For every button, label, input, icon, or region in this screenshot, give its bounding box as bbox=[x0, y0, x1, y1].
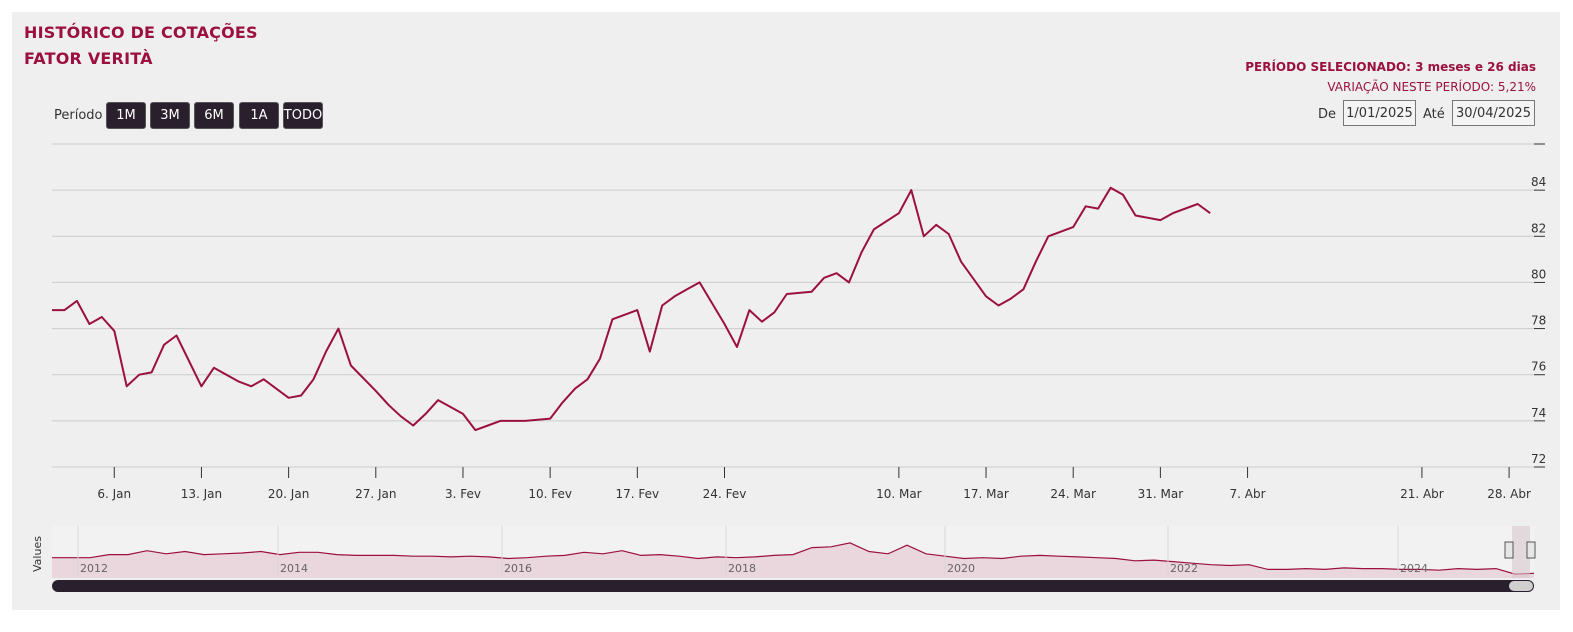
navigator: 2012 2014 2016 2018 2020 2022 2024 Values bbox=[31, 526, 1536, 578]
navigator-left-handle bbox=[1504, 541, 1514, 559]
date-from-label: De bbox=[1318, 107, 1337, 122]
navigator-selected-range bbox=[1512, 526, 1530, 578]
x-tick-label: 7. Abr bbox=[1230, 487, 1266, 501]
navigator-line bbox=[52, 542, 1535, 575]
y-tick-label: 82 bbox=[1531, 221, 1546, 235]
navigator-year-label: 2012 bbox=[80, 562, 108, 575]
range-button-6m[interactable]: 6M bbox=[194, 102, 234, 129]
chart-title: HISTÓRICO DE COTAÇÕES bbox=[24, 23, 258, 42]
range-selector-label: Período bbox=[54, 108, 103, 123]
y-tick-label: 72 bbox=[1531, 452, 1546, 466]
y-tick-label: 80 bbox=[1531, 267, 1546, 281]
navigator-year-label: 2024 bbox=[1400, 562, 1428, 575]
navigator-axis-title: Values bbox=[31, 536, 44, 572]
range-button-todo[interactable]: TODO bbox=[283, 102, 323, 129]
date-to-label: Até bbox=[1423, 107, 1445, 122]
y-tick-label: 76 bbox=[1531, 360, 1546, 374]
date-from-input[interactable]: 1/01/2025 bbox=[1343, 100, 1416, 126]
navigator-right-handle bbox=[1526, 541, 1536, 559]
navigator-years: 2012 2014 2016 2018 2020 2022 2024 bbox=[77, 526, 1428, 578]
price-chart: 72 74 76 78 80 82 84 6. Jan 13. Jan 20. Jan 27. J… bbox=[31, 143, 1546, 592]
chart-subtitle: FATOR VERITÀ bbox=[24, 49, 153, 68]
x-tick-label: 20. Jan bbox=[268, 487, 309, 501]
x-tick-label: 27. Jan bbox=[355, 487, 396, 501]
x-tick-label: 31. Mar bbox=[1138, 487, 1184, 501]
range-button-3m[interactable]: 3M bbox=[150, 102, 190, 129]
navigator-area bbox=[52, 542, 1534, 578]
navigator-year-label: 2014 bbox=[280, 562, 308, 575]
price-series-line bbox=[52, 186, 1211, 432]
navigator-year-label: 2022 bbox=[1170, 562, 1198, 575]
x-tick-label: 3. Fev bbox=[445, 487, 481, 501]
y-axis: 72 74 76 78 80 82 84 bbox=[1531, 143, 1546, 468]
x-tick-label: 17. Fev bbox=[616, 487, 660, 501]
y-tick-label: 74 bbox=[1531, 406, 1546, 420]
y-tick-label: 84 bbox=[1531, 175, 1546, 189]
x-tick-label: 28. Abr bbox=[1487, 487, 1531, 501]
date-to-input[interactable]: 30/04/2025 bbox=[1452, 100, 1535, 126]
x-tick-label: 21. Abr bbox=[1400, 487, 1444, 501]
y-tick-label: 78 bbox=[1531, 314, 1546, 328]
range-button-1m[interactable]: 1M bbox=[106, 102, 146, 129]
x-tick-label: 13. Jan bbox=[181, 487, 222, 501]
period-variation-text: VARIAÇÃO NESTE PERÍODO: 5,21% bbox=[1327, 80, 1536, 94]
x-tick-label: 10. Fev bbox=[528, 487, 572, 501]
chart-grid bbox=[52, 143, 1534, 468]
x-tick-label: 17. Mar bbox=[963, 487, 1009, 501]
scrollbar-thumb bbox=[1509, 581, 1533, 591]
scrollbar-track bbox=[52, 580, 1534, 592]
x-tick-label: 24. Fev bbox=[703, 487, 747, 501]
period-selected-text: PERÍODO SELECIONADO: 3 meses e 26 dias bbox=[1245, 60, 1536, 74]
x-tick-label: 10. Mar bbox=[876, 487, 922, 501]
navigator-year-label: 2020 bbox=[947, 562, 975, 575]
x-tick-label: 24. Mar bbox=[1050, 487, 1096, 501]
navigator-year-label: 2016 bbox=[504, 562, 532, 575]
x-tick-label: 6. Jan bbox=[97, 487, 131, 501]
range-button-1a[interactable]: 1A bbox=[239, 102, 279, 129]
navigator-year-label: 2018 bbox=[728, 562, 756, 575]
x-axis: 6. Jan 13. Jan 20. Jan 27. Jan 3. Fev 10. Fev… bbox=[97, 467, 1531, 501]
chart-panel: HISTÓRICO DE COTAÇÕES FATOR VERITÀ PERÍO… bbox=[12, 12, 1560, 610]
